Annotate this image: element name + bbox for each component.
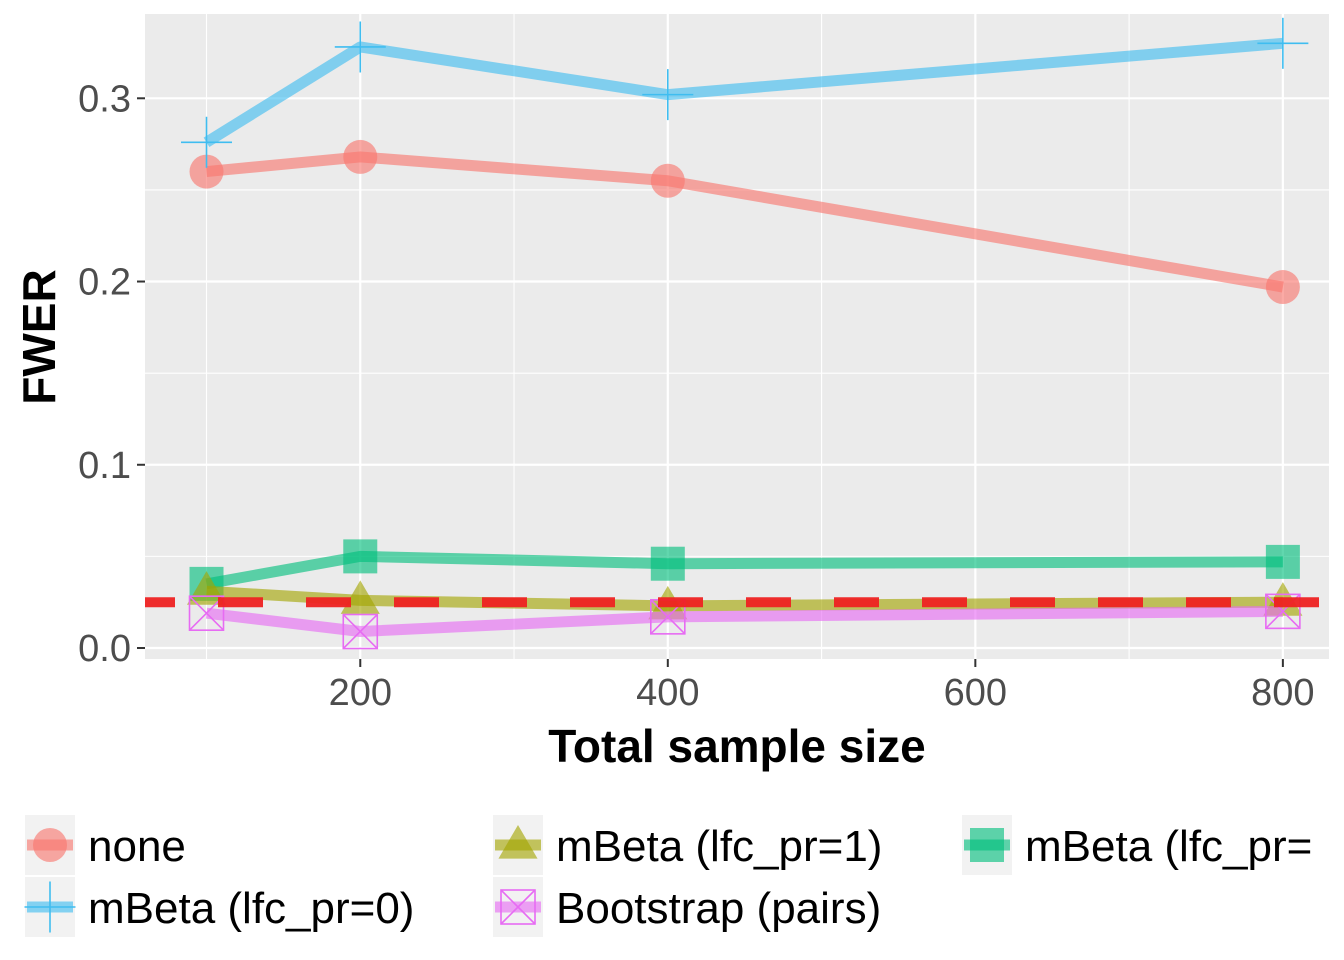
- marker-box: [1265, 593, 1301, 630]
- legend-item: mBeta (lfc_pr=0): [24, 877, 414, 937]
- legend-item: mBeta (lfc_pr=: [962, 815, 1312, 875]
- marker-square: [650, 546, 685, 581]
- legend-label: mBeta (lfc_pr=: [1025, 822, 1312, 871]
- marker-triangle: [498, 824, 538, 859]
- legend-key-marker: [970, 828, 1004, 862]
- plot-panel: [145, 14, 1329, 659]
- legend-item: none: [25, 815, 186, 875]
- legend-label: mBeta (lfc_pr=1): [556, 822, 882, 871]
- series-line: [205, 151, 1284, 293]
- y-tick-label: 0.2: [78, 262, 131, 304]
- legend-label: none: [88, 822, 186, 871]
- legend-key-marker: [33, 828, 67, 862]
- marker-square: [970, 828, 1004, 862]
- legend-key-marker: [24, 881, 76, 933]
- x-tick-label: 800: [1251, 672, 1314, 714]
- series-layer: [181, 17, 1309, 650]
- marker-cross-b: [188, 595, 225, 631]
- data-point: [650, 546, 685, 581]
- x-tick-label: 200: [329, 672, 392, 714]
- x-tick-label: 600: [944, 672, 1007, 714]
- legend-key-marker: [500, 889, 536, 925]
- legend-key-marker: [498, 824, 538, 859]
- data-point: [650, 163, 685, 198]
- marker-box: [188, 595, 225, 631]
- legend-item: Bootstrap (pairs): [493, 877, 881, 937]
- data-point: [189, 154, 224, 189]
- data-point: [342, 613, 379, 650]
- y-tick-label: 0.1: [78, 445, 131, 487]
- legend-label: mBeta (lfc_pr=0): [88, 884, 414, 933]
- series-line: [205, 605, 1283, 638]
- data-point: [1257, 17, 1309, 69]
- marker-circle: [189, 154, 224, 189]
- series-line: [205, 550, 1283, 590]
- data-point: [642, 69, 694, 121]
- x-axis-title: Total sample size: [548, 720, 926, 772]
- data-point: [334, 21, 386, 73]
- legend: none mBeta (lfc_pr=0) mBeta (lfc_pr=1) Boot…: [24, 815, 1312, 937]
- x-tick-label: 400: [636, 672, 699, 714]
- marker-square: [1265, 544, 1300, 579]
- data-point: [1265, 544, 1300, 579]
- axes: 0.0 0.1 0.2 0.3 200 400 600 800: [78, 78, 1314, 714]
- marker-circle: [343, 139, 378, 174]
- data-point: [343, 139, 378, 174]
- marker-circle: [33, 828, 67, 862]
- y-tick-label: 0.0: [78, 628, 131, 670]
- legend-label: Bootstrap (pairs): [556, 884, 881, 933]
- series-line: [203, 37, 1284, 147]
- marker-cross-b: [500, 889, 536, 925]
- marker-box: [342, 613, 379, 650]
- y-tick-label: 0.3: [78, 78, 131, 120]
- y-axis-title: FWER: [13, 269, 65, 404]
- marker-square: [343, 539, 378, 574]
- marker-cross-b: [342, 613, 378, 650]
- data-point: [1265, 270, 1300, 305]
- marker-circle: [650, 163, 685, 198]
- data-point: [343, 539, 378, 574]
- marker-circle: [1265, 270, 1300, 305]
- marker-box: [500, 889, 536, 925]
- legend-item: mBeta (lfc_pr=1): [493, 815, 882, 875]
- data-point: [181, 116, 233, 168]
- data-point: [188, 595, 225, 631]
